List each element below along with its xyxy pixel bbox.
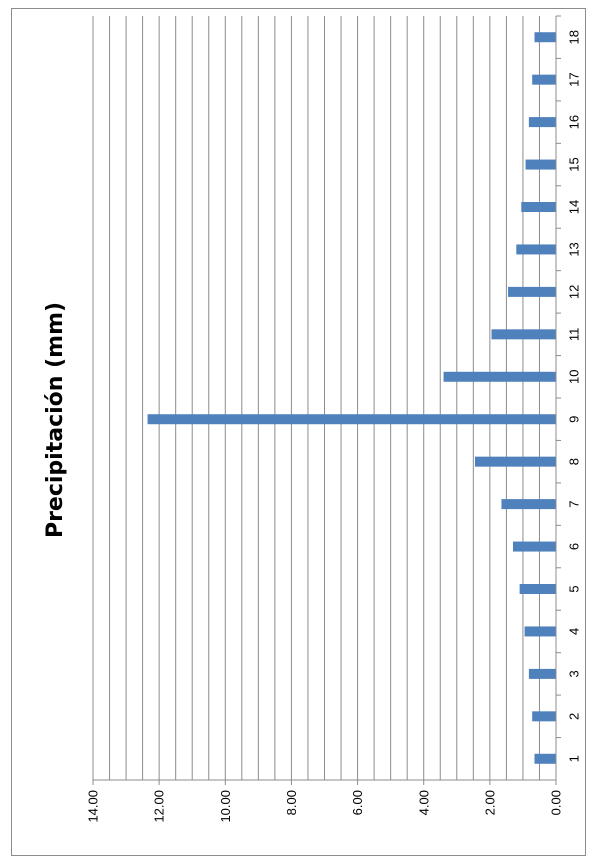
value-tick-label: 0.00 (549, 790, 564, 815)
bar (524, 626, 556, 637)
category-tick-label: 6 (567, 543, 582, 550)
category-tick-label: 2 (567, 713, 582, 720)
category-tick-label: 9 (567, 416, 582, 423)
category-tick-label: 17 (567, 72, 582, 86)
bar (534, 32, 556, 43)
axes (92, 15, 561, 785)
value-tick-label: 2.00 (482, 790, 497, 815)
bar (443, 371, 556, 382)
category-tick-label: 7 (567, 500, 582, 507)
category-tick-label: 1 (567, 755, 582, 762)
category-tick-label: 16 (567, 115, 582, 129)
bar (513, 541, 556, 552)
chart-title: Precipitación (mm) (43, 302, 68, 538)
value-tick-label: 12.00 (152, 790, 167, 823)
category-tick-label: 3 (567, 670, 582, 677)
value-tick-label: 14.00 (86, 790, 101, 823)
bar (532, 74, 556, 85)
bar (474, 456, 556, 467)
value-tick-label: 6.00 (350, 790, 365, 815)
category-tick-label: 18 (567, 30, 582, 44)
bar (521, 202, 556, 212)
category-tick-label: 13 (567, 242, 582, 256)
value-axis-ticks: 0.00 2.00 4.00 6.00 8.00 10.00 12.00 14.00 (86, 790, 564, 823)
category-tick-label: 14 (567, 200, 582, 214)
category-tick-label: 5 (567, 585, 582, 592)
bar (528, 117, 556, 128)
category-tick-label: 11 (567, 328, 582, 342)
category-tick-label: 12 (567, 285, 582, 299)
value-tick-label: 10.00 (218, 790, 233, 823)
bar (501, 499, 556, 510)
bar (491, 329, 556, 340)
bar (534, 753, 556, 764)
value-tick-label: 4.00 (416, 790, 431, 815)
bar (508, 286, 556, 297)
category-tick-label: 10 (567, 370, 582, 384)
bar (147, 414, 556, 425)
bar (525, 159, 556, 170)
bar (532, 711, 556, 722)
category-tick-label: 8 (567, 458, 582, 465)
bar (528, 668, 556, 679)
bar (516, 244, 556, 255)
bar (519, 584, 556, 594)
category-tick-label: 4 (567, 628, 582, 635)
gridlines (92, 16, 540, 780)
category-tick-label: 15 (567, 157, 582, 171)
bars (147, 32, 556, 764)
value-tick-label: 8.00 (284, 790, 299, 815)
